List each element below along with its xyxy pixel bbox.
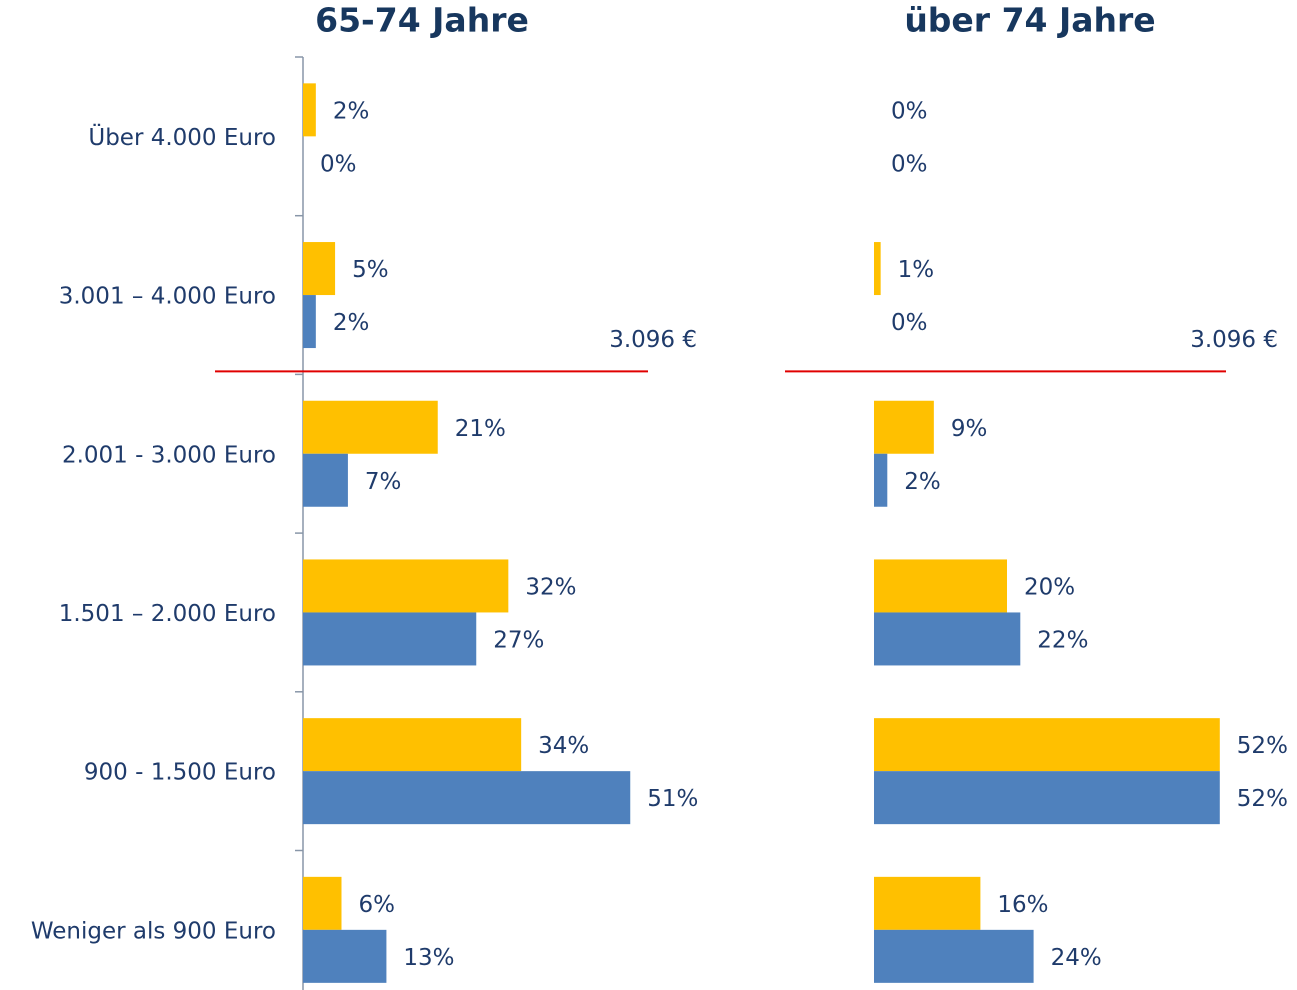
data-label: 16% xyxy=(997,892,1048,918)
bar xyxy=(874,242,881,296)
bar xyxy=(303,83,316,137)
bar xyxy=(874,453,888,507)
data-label: 5% xyxy=(352,257,389,283)
bar xyxy=(874,876,981,930)
data-label: 9% xyxy=(951,416,988,442)
bar xyxy=(303,718,522,772)
data-label: 2% xyxy=(333,98,370,124)
category-label: Über 4.000 Euro xyxy=(88,123,276,151)
data-label: 0% xyxy=(320,151,357,177)
bar xyxy=(303,453,348,507)
category-label: 2.001 - 3.000 Euro xyxy=(62,442,276,468)
data-label: 2% xyxy=(333,310,370,336)
data-label: 0% xyxy=(891,98,928,124)
data-label: 24% xyxy=(1051,945,1102,971)
data-label: 13% xyxy=(403,945,454,971)
bar xyxy=(303,559,509,613)
data-label: 0% xyxy=(891,151,928,177)
chart-title: 65-74 Jahre xyxy=(315,1,529,40)
bar xyxy=(303,295,316,349)
chart-title: über 74 Jahre xyxy=(904,1,1155,40)
bar xyxy=(874,400,934,454)
category-label: Weniger als 900 Euro xyxy=(31,918,276,944)
data-label: 52% xyxy=(1237,733,1288,759)
bar xyxy=(874,612,1021,666)
data-label: 32% xyxy=(525,574,576,600)
data-label: 52% xyxy=(1237,786,1288,812)
bar xyxy=(874,559,1007,613)
data-label: 1% xyxy=(898,257,935,283)
annotation: 3.096 € xyxy=(1190,327,1278,353)
data-label: 2% xyxy=(904,469,941,495)
bar xyxy=(874,771,1220,825)
data-label: 22% xyxy=(1037,627,1088,653)
data-label: 0% xyxy=(891,310,928,336)
category-label: 900 - 1.500 Euro xyxy=(84,760,276,786)
data-label: 6% xyxy=(359,892,396,918)
data-label: 51% xyxy=(647,786,698,812)
data-label: 34% xyxy=(538,733,589,759)
category-label: 1.501 – 2.000 Euro xyxy=(59,601,276,627)
bar xyxy=(303,771,631,825)
bar xyxy=(874,929,1034,983)
data-label: 21% xyxy=(455,416,506,442)
bar xyxy=(874,718,1220,772)
bar xyxy=(303,400,438,454)
data-label: 27% xyxy=(493,627,544,653)
bar xyxy=(303,612,477,666)
annotation: 3.096 € xyxy=(609,327,697,353)
category-label: 3.001 – 4.000 Euro xyxy=(59,284,276,310)
data-label: 7% xyxy=(365,469,402,495)
bar xyxy=(303,876,342,930)
bar xyxy=(303,929,387,983)
data-label: 20% xyxy=(1024,574,1075,600)
bar xyxy=(303,242,336,296)
